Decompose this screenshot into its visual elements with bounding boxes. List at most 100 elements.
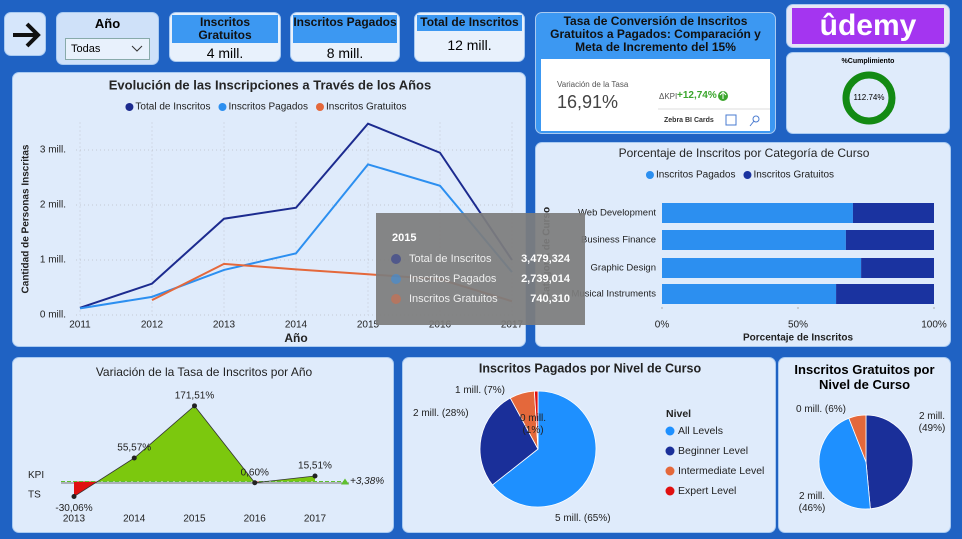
legend-marker [665,446,675,456]
bar-segment [662,203,853,223]
logo: ûdemy [792,8,944,44]
legend-marker [665,426,675,436]
pie-slice [533,390,539,450]
legend-label: Total de Inscritos [135,102,210,113]
tooltip-value: 3,479,324 [521,253,571,265]
value-label: 0 mill. (6%) [796,404,847,415]
dropdown[interactable]: Todas [65,38,150,60]
legend-marker [125,103,134,111]
x-tick-label: 2017 [304,514,327,525]
filter-label: Año [94,16,121,31]
value-label: 2 mill. (49%) [918,411,946,434]
legend-marker [665,466,675,476]
x-tick-label: 2014 [123,514,146,525]
kpi-card: Inscritos Gratuitos 4 mill. [169,12,281,62]
tooltip-name: Inscritos Pagados [409,273,497,285]
legend-marker [743,171,752,179]
pie-slice [848,414,867,463]
legend-marker [665,486,675,496]
chart-title: Inscritos Gratuitos por Nivel de Curso [794,362,935,392]
x-tick-label: 2016 [429,320,452,331]
value-label: 2 mill. (46%) [798,491,826,514]
x-tick-label: 2013 [63,514,86,525]
area-above [74,405,315,482]
x-tick-label: 2011 [69,320,91,331]
x-tick-label: 2013 [213,320,236,331]
y-tick-label: Business Finance [581,235,656,246]
chevron [131,45,143,52]
tooltip-marker [391,294,401,304]
gauge-value: 112.74% [853,93,885,102]
y-tick-label: 2 mill. [40,200,66,211]
pie-panel: Inscritos Gratuitos por Nivel de Curso 2… [778,357,951,533]
card-title: Inscritos Gratuitos [172,15,278,43]
card-icons [658,91,770,127]
chart-title: Inscritos Pagados por Nivel de Curso [479,361,702,375]
year-filter: Año Todas [56,12,159,65]
bar-segment [662,284,837,304]
bar-segment [845,230,934,250]
pie-panel: Inscritos Pagados por Nivel de Curso Nive… [402,357,776,533]
x-axis-label: Año [284,331,307,345]
legend-label: Inscritos Gratuitos [753,170,834,181]
x-axis-label: Porcentaje de Inscritos [743,333,853,344]
line-series [79,122,513,309]
tooltip-marker [391,254,401,264]
logo-panel: ûdemy [786,4,950,48]
legend-marker [645,171,654,179]
legend-marker [315,103,324,111]
x-tick-label: 0% [655,320,670,331]
gauge [842,71,896,125]
point [71,494,77,500]
variance-chart: Variación de la Tasa de Inscritos por Añ… [28,365,384,525]
pie-slice [491,390,597,508]
value-label: -30,06% [55,503,92,514]
bar-segment [836,284,934,304]
chart-title: Porcentaje de Inscritos por Categoría de… [619,146,870,160]
back-button[interactable] [4,12,46,56]
bar-panel: Porcentaje de Inscritos por Categoría de… [535,142,951,347]
value-label: 55,57% [117,443,151,454]
kpi-value: +3,38% [350,476,384,487]
card-title: Inscritos Pagados [293,15,397,43]
legend-marker [218,103,227,111]
value-label: 15,51% [298,461,332,472]
delta-value: +12,74% [677,90,717,101]
kpi-card: Total de Inscritos 12 mill. [414,12,525,62]
bar-chart: Porcentaje de Inscritos por Categoría de… [542,146,947,344]
value-label: 1 mill. (7%) [455,385,506,396]
value-label: 0 mill. (1%) [519,413,547,436]
metric-label: Variación de la Tasa [557,80,629,89]
bar-segment [852,203,934,223]
y-axis-label: Cantidad de Personas Inscritas [21,144,32,293]
dropdown-value: Todas [71,43,101,55]
tooltip-body: 2015 Total de Inscritos 3,479,324 Inscritos… [391,232,571,305]
y-tick-label: 1 mill. [40,255,66,266]
chart-title: Evolución de las Inscripciones a Través … [109,77,431,92]
y-tick-label: 3 mill. [40,145,66,156]
legend-label: Expert Level [678,485,736,497]
legend-label: Inscritos Pagados [656,170,736,181]
kpi-marker [341,478,349,485]
kpi-label: KPI [28,470,44,481]
pie-chart: Inscritos Pagados por Nivel de Curso Nive… [479,361,764,508]
gauge-panel: %Cumplimiento 112.74% [786,52,950,134]
point [312,473,318,479]
card-title: Tasa de Conversión de Inscritos Gratuito… [540,15,771,57]
line-series [79,163,513,310]
legend: Total de Inscritos Inscritos Pagados Inscr… [125,102,407,113]
legend-label: Beginner Level [678,445,748,457]
card-value: 8 mill. [326,45,364,61]
y-tick-label: 0 mill. [40,310,66,321]
pie-slice [865,414,914,510]
legend: Inscritos Pagados Inscritos Gratuitos [645,170,834,181]
metric-value: 16,91% [557,92,619,112]
legend-label: Inscritos Gratuitos [326,102,407,113]
back-arrow [13,22,41,48]
kpi-card: Inscritos Pagados 8 mill. [290,12,400,62]
x-tick-label: 2015 [183,514,206,525]
tooltip-title: 2015 [392,232,416,244]
legend-label: Intermediate Level [678,465,764,477]
y-tick-label: Musical Instruments [572,289,657,300]
card-body: Variación de la Tasa 16,91% ΔKPI +12,74%… [541,59,770,131]
